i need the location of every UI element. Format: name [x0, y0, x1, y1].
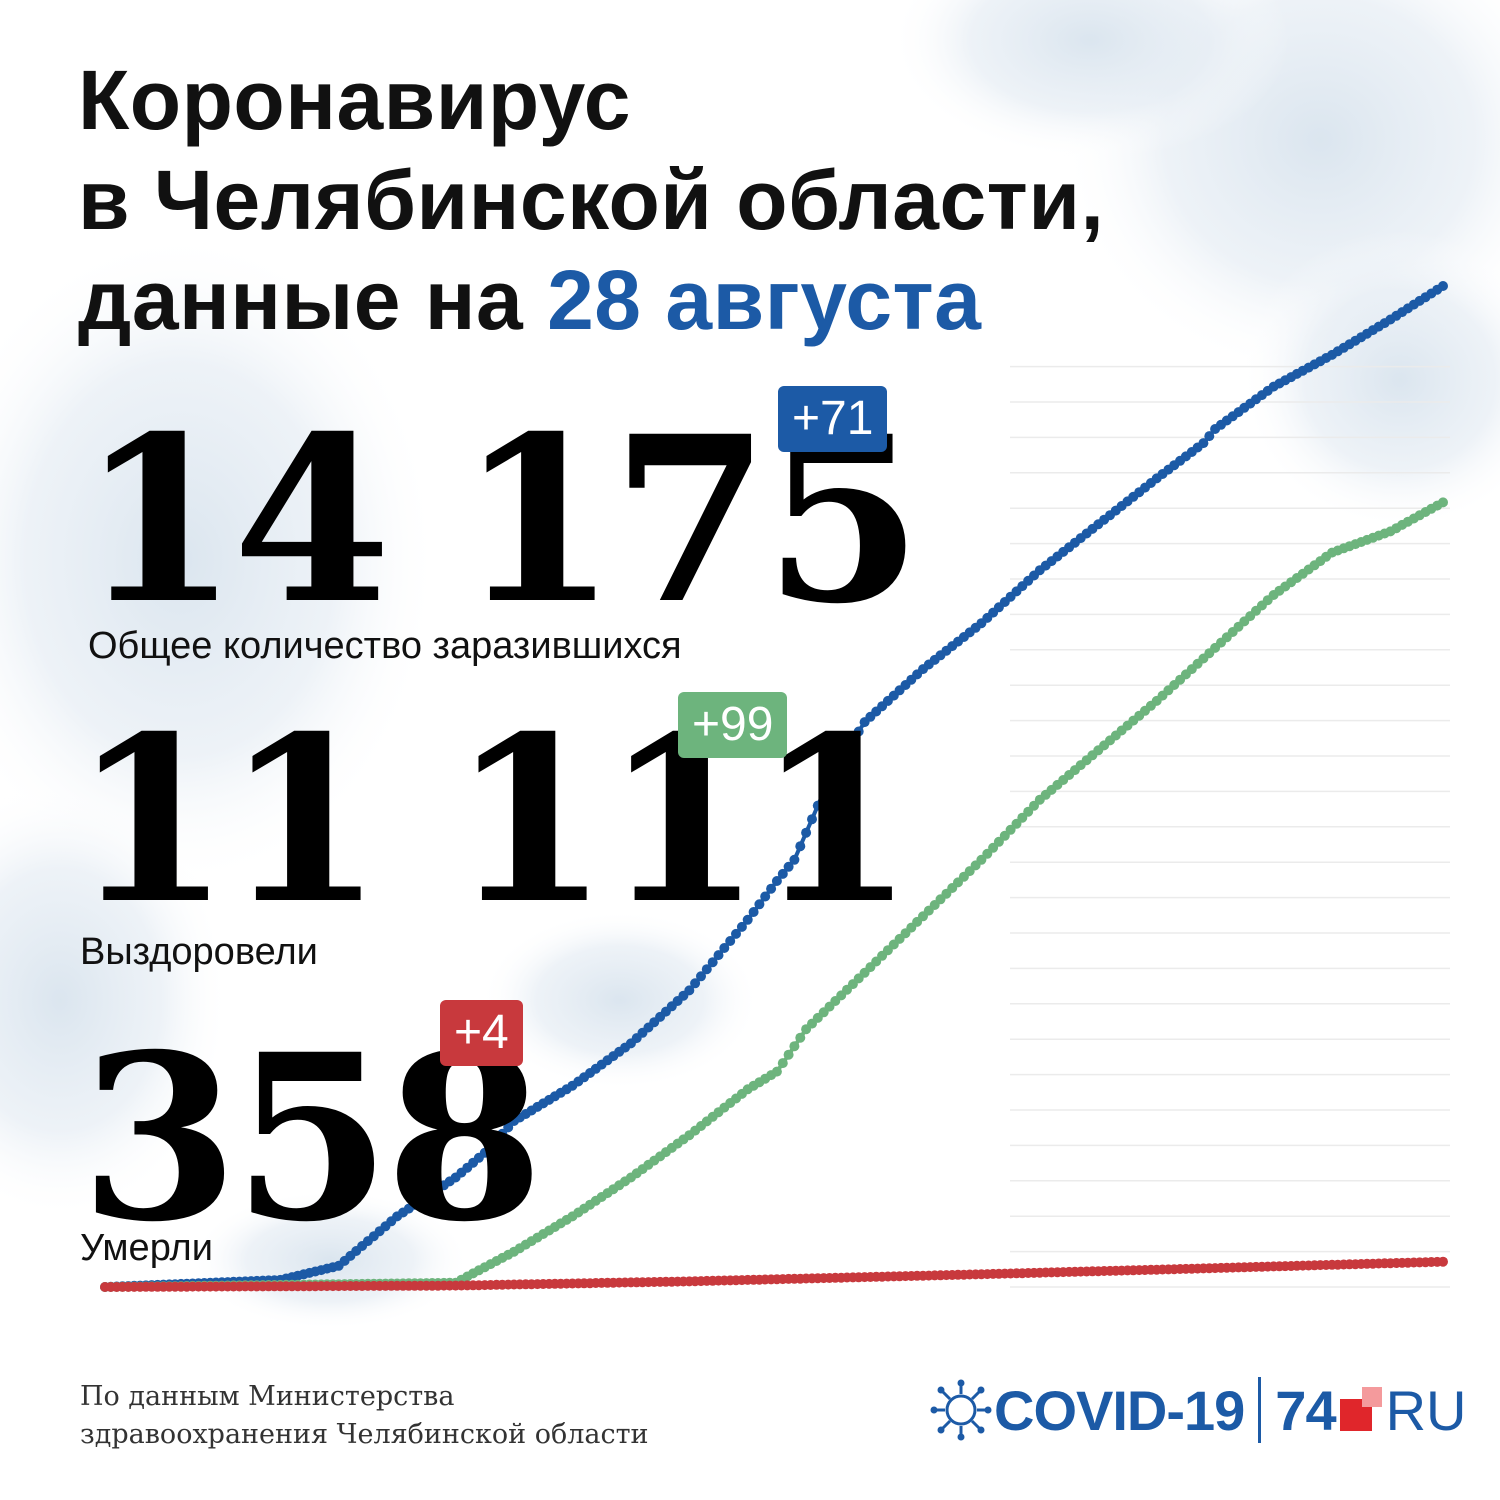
data-point-total [1204, 431, 1215, 442]
data-point-total [783, 861, 794, 872]
title-line-2: в Челябинской области, [78, 153, 1105, 247]
total-cases-label: Общее количество заразившихся [88, 625, 682, 667]
data-point-total [725, 936, 736, 946]
data-point-total [830, 764, 841, 775]
data-point-recovered [771, 1066, 782, 1077]
data-point-total [1198, 438, 1209, 449]
data-point-total [853, 726, 864, 737]
recovered-label: Выздоровели [80, 931, 318, 973]
data-point-total [497, 1128, 508, 1139]
chart-series [100, 281, 1448, 1292]
data-point-total [824, 773, 835, 784]
data-point-recovered [1438, 497, 1448, 508]
deaths-label: Умерли [80, 1227, 213, 1269]
logo-squares-icon [1339, 1387, 1382, 1433]
data-point-total [684, 985, 695, 996]
data-point-total [690, 978, 701, 989]
data-point-total [818, 787, 829, 798]
total-cases-delta-badge: +71 [778, 386, 888, 452]
series-deaths [100, 1256, 1448, 1292]
data-point-total [836, 754, 847, 765]
data-point-total [812, 800, 823, 811]
data-point-total [713, 950, 724, 961]
data-point-total [736, 921, 747, 932]
data-point-deaths [1438, 1256, 1448, 1267]
data-point-total [771, 876, 782, 886]
data-point-total [807, 814, 817, 825]
data-point-total [1438, 281, 1448, 291]
source-note: По данным Министерства здравоохранения Ч… [80, 1378, 649, 1454]
data-point-total [748, 907, 759, 917]
data-point-total [795, 841, 806, 852]
data-point-recovered [777, 1058, 788, 1069]
chart-gridlines [1010, 365, 1450, 1288]
recovered-delta-badge: +99 [678, 692, 788, 758]
data-point-total [789, 854, 800, 865]
data-point-total [801, 827, 812, 838]
data-point-total [701, 964, 712, 975]
data-point-total [503, 1122, 514, 1133]
page-title: Коронавирус в Челябинской области, данны… [78, 50, 1104, 350]
data-point-total [485, 1141, 496, 1152]
data-point-total [760, 891, 771, 902]
source-line-1: По данным Министерства [80, 1381, 455, 1412]
title-date: 28 августа [547, 253, 982, 347]
deaths-delta-badge: +4 [440, 1000, 523, 1066]
data-point-total [742, 914, 753, 925]
data-point-total [777, 868, 788, 879]
logo-ru-text: RU [1385, 1378, 1467, 1442]
data-point-recovered [783, 1049, 794, 1060]
brand-logo: COVID-19 74 RU [930, 1370, 1466, 1450]
virus-icon [930, 1379, 992, 1441]
logo-covid-text: COVID-19 [994, 1378, 1245, 1442]
data-point-total [842, 745, 852, 756]
source-line-2: здравоохранения Челябинской области [80, 1419, 649, 1450]
data-point-recovered [789, 1041, 800, 1052]
data-point-total [766, 883, 777, 894]
logo-divider [1258, 1377, 1262, 1443]
series-total [100, 281, 1448, 1292]
data-point-total [847, 735, 858, 746]
logo-number: 74 [1275, 1378, 1336, 1442]
data-point-total [719, 943, 730, 953]
data-point-total [491, 1135, 502, 1146]
data-point-recovered [795, 1032, 806, 1043]
data-point-total [707, 957, 718, 968]
title-line-3-prefix: данные на [78, 253, 548, 347]
data-point-total [696, 971, 706, 982]
title-line-1: Коронавирус [78, 53, 631, 147]
data-point-total [479, 1147, 490, 1158]
data-point-total [754, 899, 765, 910]
data-point-total [731, 928, 741, 939]
